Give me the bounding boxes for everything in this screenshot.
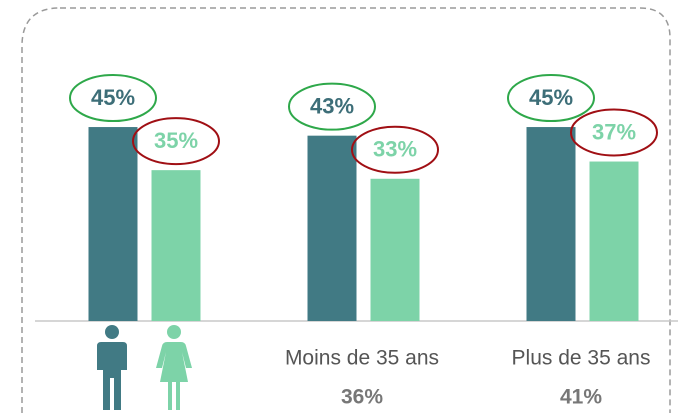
label-ring <box>132 117 220 166</box>
category-label: Moins de 35 ans <box>285 347 439 370</box>
man-icon <box>97 325 127 410</box>
value-label: 33% <box>373 137 417 162</box>
value-label: 45% <box>529 85 573 110</box>
bar <box>589 161 639 321</box>
label-ring <box>69 74 157 123</box>
label-ring <box>570 108 658 157</box>
bar <box>151 170 201 321</box>
value-label: 45% <box>91 85 135 110</box>
value-label: 43% <box>310 93 354 118</box>
value-label: 35% <box>154 128 198 153</box>
bar <box>88 127 138 321</box>
bar <box>370 178 420 321</box>
frame <box>21 7 671 413</box>
label-ring <box>351 125 439 174</box>
bar <box>307 135 357 321</box>
label-ring <box>507 74 595 123</box>
value-label: 37% <box>592 119 636 144</box>
label-ring <box>288 82 376 131</box>
woman-icon <box>156 325 192 410</box>
bar <box>526 127 576 321</box>
category-total: 36% <box>341 386 383 409</box>
category-total: 41% <box>560 386 602 409</box>
category-label: Plus de 35 ans <box>512 347 651 370</box>
